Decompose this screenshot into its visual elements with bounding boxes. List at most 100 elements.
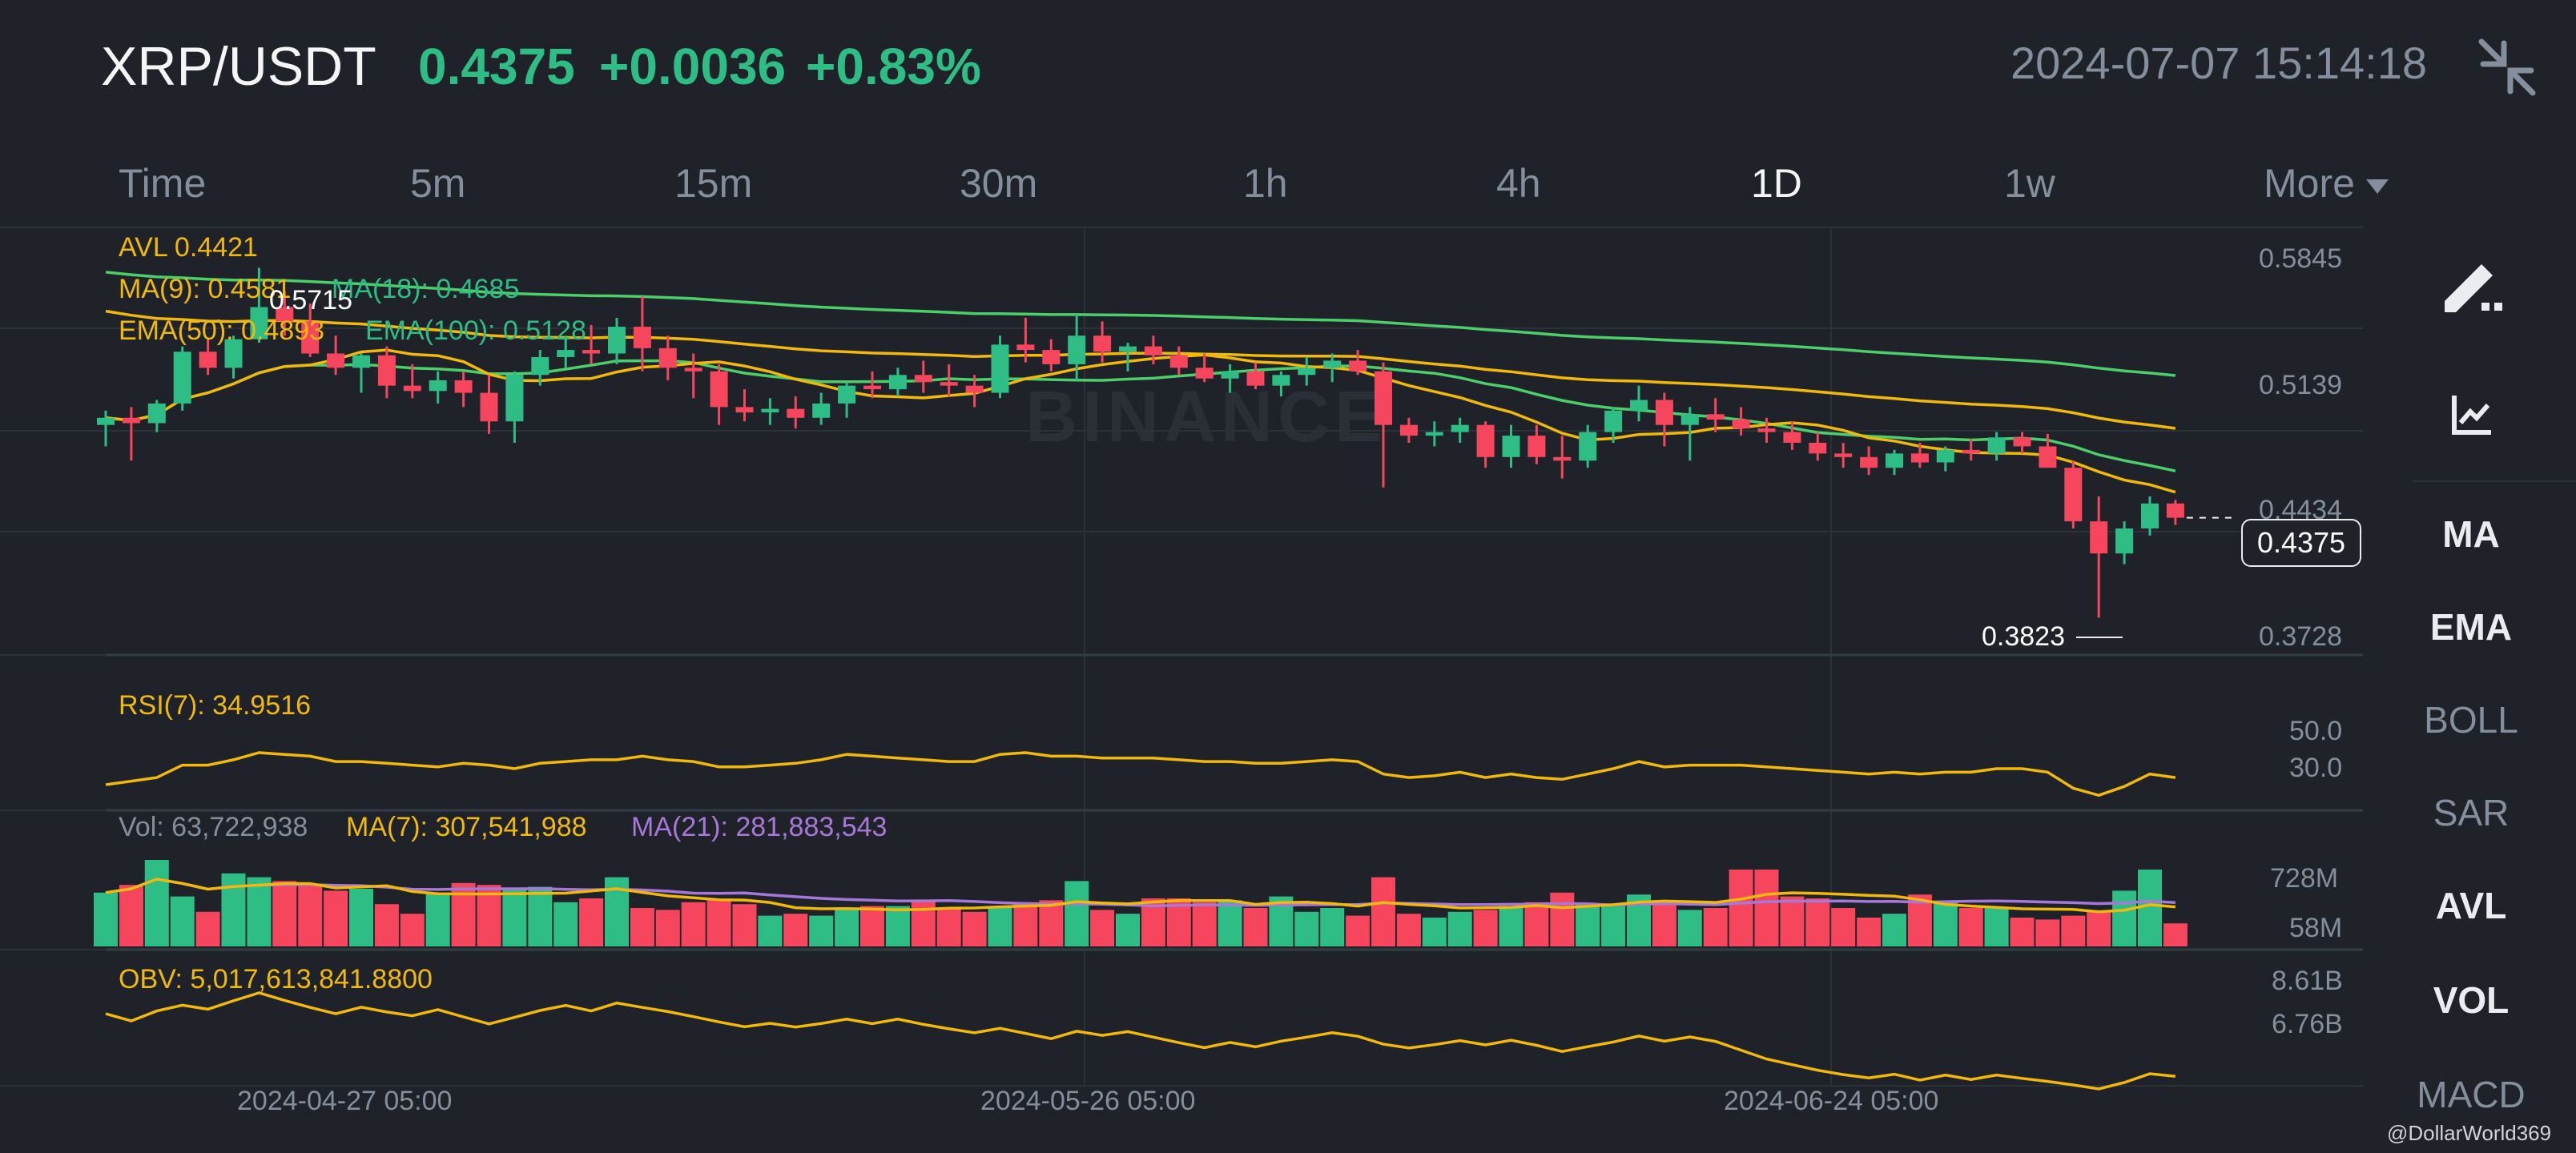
candle-body — [173, 352, 191, 404]
candle-body — [480, 392, 498, 422]
tab-1w[interactable]: 1w — [2004, 161, 2055, 206]
volume-bar — [119, 885, 143, 946]
candle-body — [1783, 432, 1801, 443]
volume-bar — [1524, 902, 1549, 946]
rsi-line — [105, 751, 2176, 797]
candle-body — [1579, 432, 1597, 461]
candle-body — [1680, 414, 1699, 425]
volume-bar — [1703, 908, 1728, 946]
toolbar-macd[interactable]: MACD — [2417, 1074, 2526, 1115]
exit-fullscreen-icon[interactable] — [2475, 35, 2539, 99]
candle-body — [1349, 360, 1367, 372]
toolbar-avl[interactable]: AVL — [2435, 885, 2507, 926]
vol-ma7-label: MA(7): 307,541,988 — [346, 812, 587, 842]
candle-body — [250, 307, 268, 339]
toolbar-ema[interactable]: EMA — [2429, 606, 2513, 648]
toolbar-boll[interactable]: BOLL — [2424, 699, 2518, 741]
volume-bar — [1371, 877, 1395, 946]
volume-bar — [2010, 918, 2035, 946]
volume-bar — [962, 911, 987, 946]
volume-bar — [1576, 904, 1600, 946]
candle-body — [1886, 453, 1903, 468]
candle-body — [1706, 414, 1725, 420]
ma18-line — [105, 359, 2176, 472]
volume-bar — [783, 914, 808, 946]
volume-bar — [1243, 908, 1268, 946]
volume-bar — [630, 908, 654, 946]
tab-4h[interactable]: 4h — [1496, 161, 1541, 206]
volume-bar — [1294, 911, 1319, 946]
volume-bar — [936, 908, 961, 946]
indicator-chart-icon[interactable] — [2451, 392, 2494, 436]
candle-body — [1246, 371, 1265, 386]
draw-pencil-icon[interactable] — [2440, 261, 2504, 317]
candle-body — [557, 350, 575, 357]
volume-bar — [528, 886, 553, 946]
volume-bar — [1396, 914, 1421, 946]
toolbar-vol[interactable]: VOL — [2433, 979, 2510, 1021]
candle-body — [454, 380, 473, 393]
candle-body — [531, 356, 549, 376]
price-change: +0.0036 — [599, 38, 787, 95]
candle-body — [429, 380, 447, 392]
volume-bar — [272, 881, 297, 946]
candle-body — [1221, 371, 1239, 379]
tab-time[interactable]: Time — [119, 161, 207, 206]
volume-bar — [1192, 902, 1217, 946]
volume-bar — [374, 904, 399, 946]
volume-bar — [809, 915, 834, 946]
candle-body — [1476, 424, 1495, 457]
tab-30m[interactable]: 30m — [960, 161, 1038, 206]
volume-bar — [1447, 911, 1472, 946]
volume-bar — [1422, 918, 1447, 946]
vol-label: Vol: 63,722,938 — [119, 812, 308, 842]
volume-bar — [2138, 870, 2162, 946]
volume-bar — [1601, 906, 1626, 946]
candle-body — [863, 385, 881, 390]
volume-bar — [835, 908, 859, 946]
candle-body — [965, 385, 984, 393]
candle-body — [684, 368, 702, 372]
candle-body — [1195, 368, 1214, 379]
candle-body — [224, 339, 243, 368]
rsi-tick: 30.0 — [2289, 753, 2343, 783]
volume-bar — [1473, 910, 1498, 946]
volume-bar — [1218, 900, 1242, 946]
candle-body — [403, 385, 421, 392]
candle-body — [147, 403, 166, 424]
candle-body — [1144, 346, 1162, 356]
volume-bar — [1857, 918, 1882, 946]
candle-body — [1298, 368, 1316, 376]
candle-body — [1910, 453, 1929, 463]
volume-bar — [911, 900, 936, 946]
tab-1h[interactable]: 1h — [1243, 161, 1288, 206]
volume-bar — [195, 911, 220, 946]
tab-more-label: More — [2264, 161, 2355, 206]
vol-ma21-line — [105, 878, 2176, 908]
volume-bar — [144, 860, 169, 946]
volume-bar — [298, 885, 323, 946]
tab-1d[interactable]: 1D — [1751, 161, 1802, 206]
candle-body — [1860, 456, 1878, 468]
candle-body — [787, 408, 805, 418]
volume-bar — [1831, 908, 1856, 946]
toolbar-sar[interactable]: SAR — [2433, 792, 2510, 834]
volume-bar — [1780, 896, 1805, 946]
candle-body — [1655, 400, 1673, 425]
candle-body — [97, 417, 115, 425]
volume-bar — [1320, 908, 1345, 946]
toolbar-ma[interactable]: MA — [2442, 513, 2500, 555]
volume-bar — [2061, 915, 2086, 946]
tab-5m[interactable]: 5m — [410, 161, 466, 206]
volume-bar — [1805, 898, 1830, 946]
tab-15m[interactable]: 15m — [674, 161, 753, 206]
volume-bar — [425, 892, 450, 946]
volume-bar — [681, 902, 706, 946]
last-price: 0.4375 — [418, 38, 575, 95]
volume-bar — [1013, 902, 1038, 946]
tab-more[interactable]: More — [2264, 160, 2389, 207]
volume-bar — [1065, 881, 1089, 946]
volume-bar — [1882, 914, 1906, 946]
candle-body — [1809, 442, 1827, 454]
